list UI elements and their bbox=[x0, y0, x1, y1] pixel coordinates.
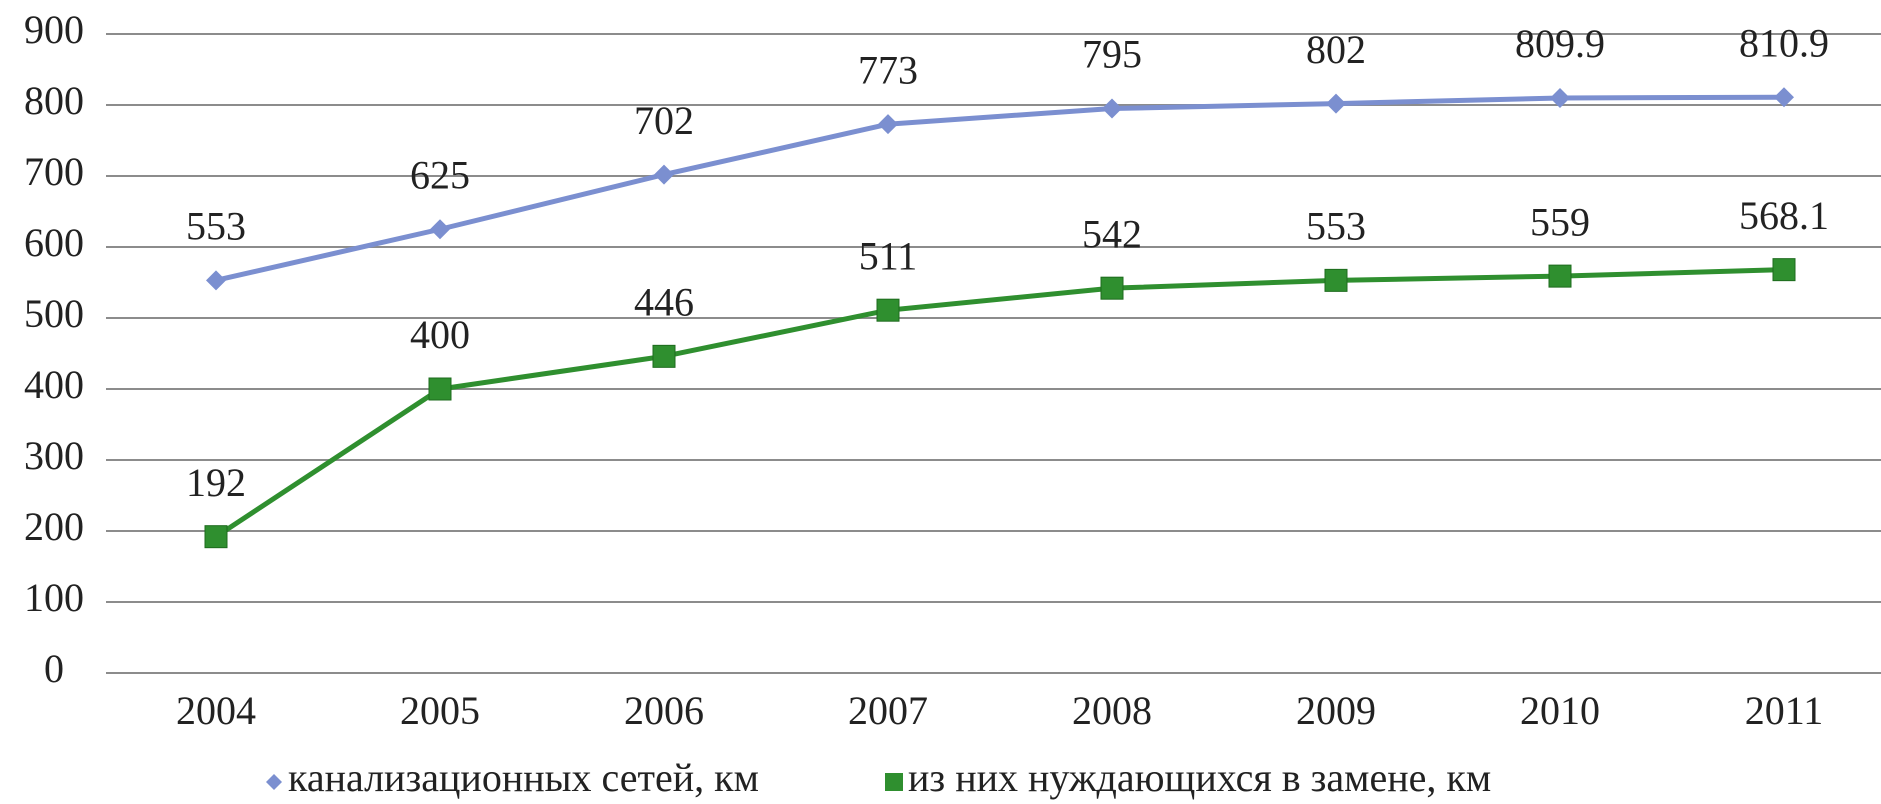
legend-marker bbox=[885, 773, 903, 791]
y-tick-label: 800 bbox=[24, 78, 84, 123]
x-tick-label: 2005 bbox=[400, 688, 480, 733]
y-tick-label: 300 bbox=[24, 433, 84, 478]
data-label: 553 bbox=[1306, 204, 1366, 249]
x-tick-label: 2011 bbox=[1745, 688, 1824, 733]
data-label: 625 bbox=[410, 152, 470, 197]
point-marker bbox=[430, 219, 450, 239]
chart: 0 100 200 300 400 500 600 700 800 900 2004 2005 2006… bbox=[0, 0, 1881, 804]
point-marker bbox=[878, 114, 898, 134]
series-line bbox=[216, 270, 1784, 537]
x-tick-label: 2007 bbox=[848, 688, 928, 733]
data-label: 773 bbox=[858, 47, 918, 92]
data-label: 568.1 bbox=[1739, 193, 1829, 238]
data-label: 802 bbox=[1306, 27, 1366, 72]
x-tick-label: 2004 bbox=[176, 688, 256, 733]
point-marker bbox=[1326, 94, 1346, 114]
x-tick-label: 2008 bbox=[1072, 688, 1152, 733]
point-marker bbox=[1325, 269, 1347, 291]
data-label: 542 bbox=[1082, 211, 1142, 256]
data-label: 400 bbox=[410, 312, 470, 357]
data-label: 810.9 bbox=[1739, 20, 1829, 65]
data-label: 553 bbox=[186, 204, 246, 249]
data-label: 809.9 bbox=[1515, 21, 1605, 66]
point-marker bbox=[429, 378, 451, 400]
x-tick-label: 2006 bbox=[624, 688, 704, 733]
y-tick-label: 0 bbox=[44, 646, 64, 691]
data-label: 192 bbox=[186, 460, 246, 505]
y-tick-label: 900 bbox=[24, 7, 84, 52]
y-tick-label: 400 bbox=[24, 362, 84, 407]
point-marker bbox=[877, 299, 899, 321]
point-marker bbox=[206, 270, 226, 290]
legend-marker bbox=[266, 774, 282, 790]
point-marker bbox=[1549, 265, 1571, 287]
y-tick-label: 500 bbox=[24, 291, 84, 336]
point-marker bbox=[653, 345, 675, 367]
legend-label: из них нуждающихся в замене, км bbox=[908, 755, 1491, 800]
legend-label: канализационных сетей, км bbox=[288, 755, 759, 800]
point-marker bbox=[205, 526, 227, 548]
point-marker bbox=[1773, 259, 1795, 281]
x-tick-label: 2010 bbox=[1520, 688, 1600, 733]
y-tick-label: 600 bbox=[24, 220, 84, 265]
data-label: 446 bbox=[634, 280, 694, 325]
x-tick-label: 2009 bbox=[1296, 688, 1376, 733]
point-marker bbox=[654, 165, 674, 185]
data-label: 511 bbox=[859, 233, 918, 278]
data-label: 559 bbox=[1530, 199, 1590, 244]
point-marker bbox=[1102, 99, 1122, 119]
y-tick-label: 700 bbox=[24, 149, 84, 194]
point-marker bbox=[1101, 277, 1123, 299]
y-tick-label: 100 bbox=[24, 575, 84, 620]
data-label: 795 bbox=[1082, 32, 1142, 77]
y-tick-label: 200 bbox=[24, 504, 84, 549]
data-label: 702 bbox=[634, 98, 694, 143]
